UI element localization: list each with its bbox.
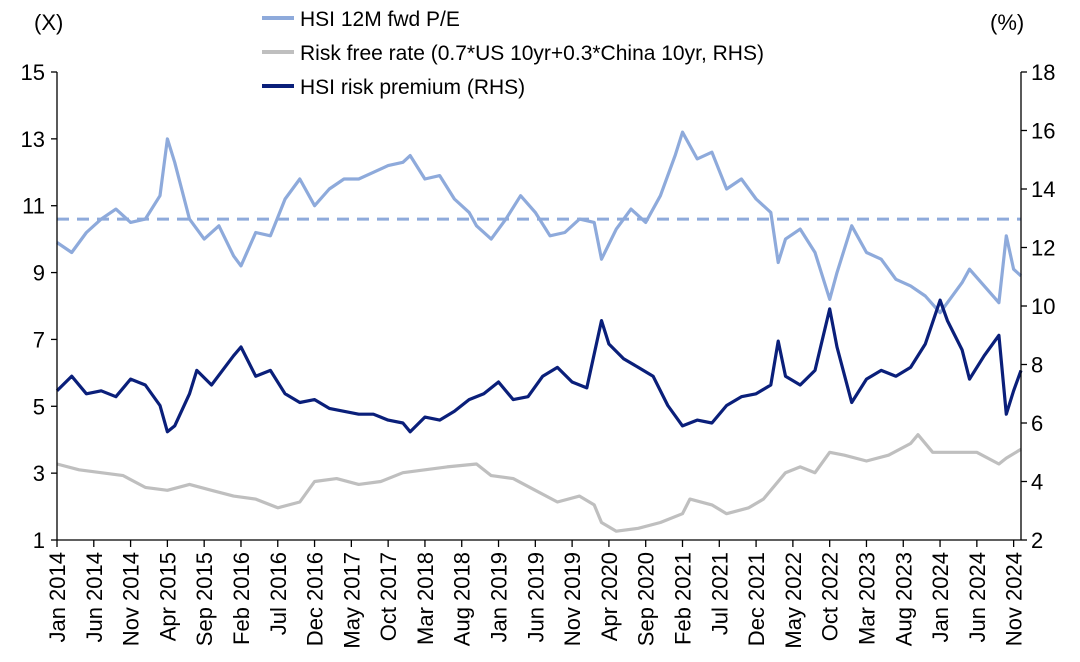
left-tick-label: 7 [33, 327, 45, 352]
x-tick-label: Jul 2021 [707, 552, 732, 635]
x-tick-label: Mar 2023 [854, 552, 879, 645]
left-tick-label: 3 [33, 461, 45, 486]
right-tick-label: 2 [1031, 528, 1043, 553]
x-tick-label: Jan 2014 [45, 552, 70, 643]
x-tick-label: Jun 2019 [523, 552, 548, 643]
x-tick-label: Jan 2019 [487, 552, 512, 643]
left-tick-label: 1 [33, 528, 45, 553]
x-tick-label: Aug 2018 [450, 552, 475, 646]
x-tick-label: Jan 2024 [928, 552, 953, 643]
x-tick-label: Sep 2020 [634, 552, 659, 646]
legend-label-2: Risk free rate (0.7*US 10yr+0.3*China 10… [300, 42, 764, 65]
series-line-3 [55, 298, 1023, 434]
x-tick-label: Jul 2016 [266, 552, 291, 635]
right-axis-unit: (%) [990, 10, 1024, 35]
x-tick-label: Mar 2018 [413, 552, 438, 645]
x-tick-label: Feb 2021 [670, 552, 695, 645]
x-tick-label: Nov 2014 [119, 552, 144, 646]
x-tick-label: Oct 2017 [376, 552, 401, 641]
right-tick-label: 14 [1031, 177, 1055, 202]
x-tick-label: Jun 2014 [82, 552, 107, 643]
x-tick-label: Nov 2024 [1002, 552, 1027, 646]
right-tick-label: 16 [1031, 119, 1055, 144]
series-line-1 [56, 130, 1023, 315]
right-tick-label: 6 [1031, 411, 1043, 436]
right-tick-label: 8 [1031, 353, 1043, 378]
left-tick-label: 13 [21, 127, 45, 152]
left-tick-label: 15 [21, 60, 45, 85]
right-tick-label: 4 [1031, 470, 1043, 495]
x-tick-label: Feb 2016 [229, 552, 254, 645]
x-tick-label: Dec 2021 [744, 552, 769, 646]
x-tick-label: Sep 2015 [192, 552, 217, 646]
x-tick-label: Apr 2015 [155, 552, 180, 641]
right-tick-label: 10 [1031, 294, 1055, 319]
x-tick-label: Jun 2024 [965, 552, 990, 643]
x-tick-label: May 2022 [781, 552, 806, 649]
x-tick-label: Apr 2020 [597, 552, 622, 641]
left-tick-label: 5 [33, 394, 45, 419]
legend-label-3: HSI risk premium (RHS) [300, 76, 525, 99]
x-tick-label: Aug 2023 [891, 552, 916, 646]
x-tick-label: Nov 2019 [560, 552, 585, 646]
left-axis-unit: (X) [34, 10, 63, 35]
x-tick-label: Oct 2022 [818, 552, 843, 641]
right-tick-label: 12 [1031, 236, 1055, 261]
legend-label-1: HSI 12M fwd P/E [300, 8, 460, 31]
series-line-2 [56, 433, 1022, 533]
x-tick-label: May 2017 [339, 552, 364, 649]
left-tick-label: 11 [22, 194, 45, 219]
x-tick-label: Dec 2016 [303, 552, 328, 646]
right-tick-label: 18 [1031, 60, 1055, 85]
left-tick-label: 9 [33, 261, 45, 286]
